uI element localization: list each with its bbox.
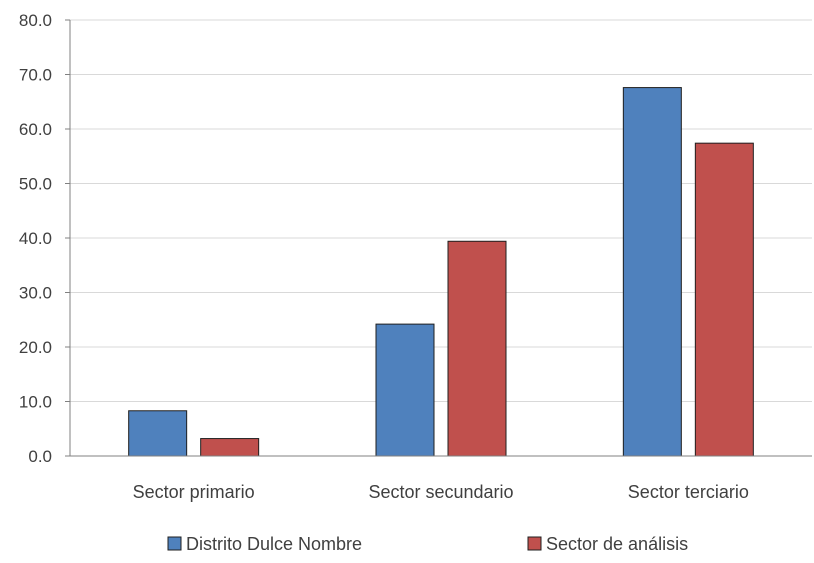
y-tick-label: 70.0 xyxy=(19,66,52,85)
legend-swatch xyxy=(167,536,182,551)
y-tick-label: 30.0 xyxy=(19,284,52,303)
legend-label: Distrito Dulce Nombre xyxy=(186,534,362,554)
bar-distrito-0 xyxy=(128,410,188,457)
y-tick-label: 10.0 xyxy=(19,393,52,412)
gridlines xyxy=(70,19,812,402)
bar-sector-2 xyxy=(694,142,754,457)
bar-sector-0 xyxy=(200,438,260,457)
legend-label: Sector de análisis xyxy=(546,534,688,554)
y-tick-label: 50.0 xyxy=(19,175,52,194)
bar-distrito-2 xyxy=(622,87,682,457)
y-tick-label: 0.0 xyxy=(28,447,52,466)
y-tick-label: 60.0 xyxy=(19,120,52,139)
bars xyxy=(128,87,754,457)
y-tick-label: 20.0 xyxy=(19,338,52,357)
legend: Distrito Dulce Nombre Sector de análisis xyxy=(167,534,688,554)
axes xyxy=(69,20,812,457)
x-axis-labels: Sector primario Sector secundario Sector t… xyxy=(133,482,749,502)
bar-sector-1 xyxy=(447,240,507,457)
x-category-label: Sector secundario xyxy=(368,482,513,502)
legend-swatch xyxy=(527,536,542,551)
x-category-label: Sector primario xyxy=(133,482,255,502)
bar-distrito-1 xyxy=(375,323,435,457)
x-category-label: Sector terciario xyxy=(628,482,749,502)
y-tick-label: 40.0 xyxy=(19,229,52,248)
y-tick-label: 80.0 xyxy=(19,11,52,30)
y-axis-ticks: 0.0 10.0 20.0 30.0 40.0 50.0 60.0 70.0 80.0 xyxy=(19,11,70,466)
